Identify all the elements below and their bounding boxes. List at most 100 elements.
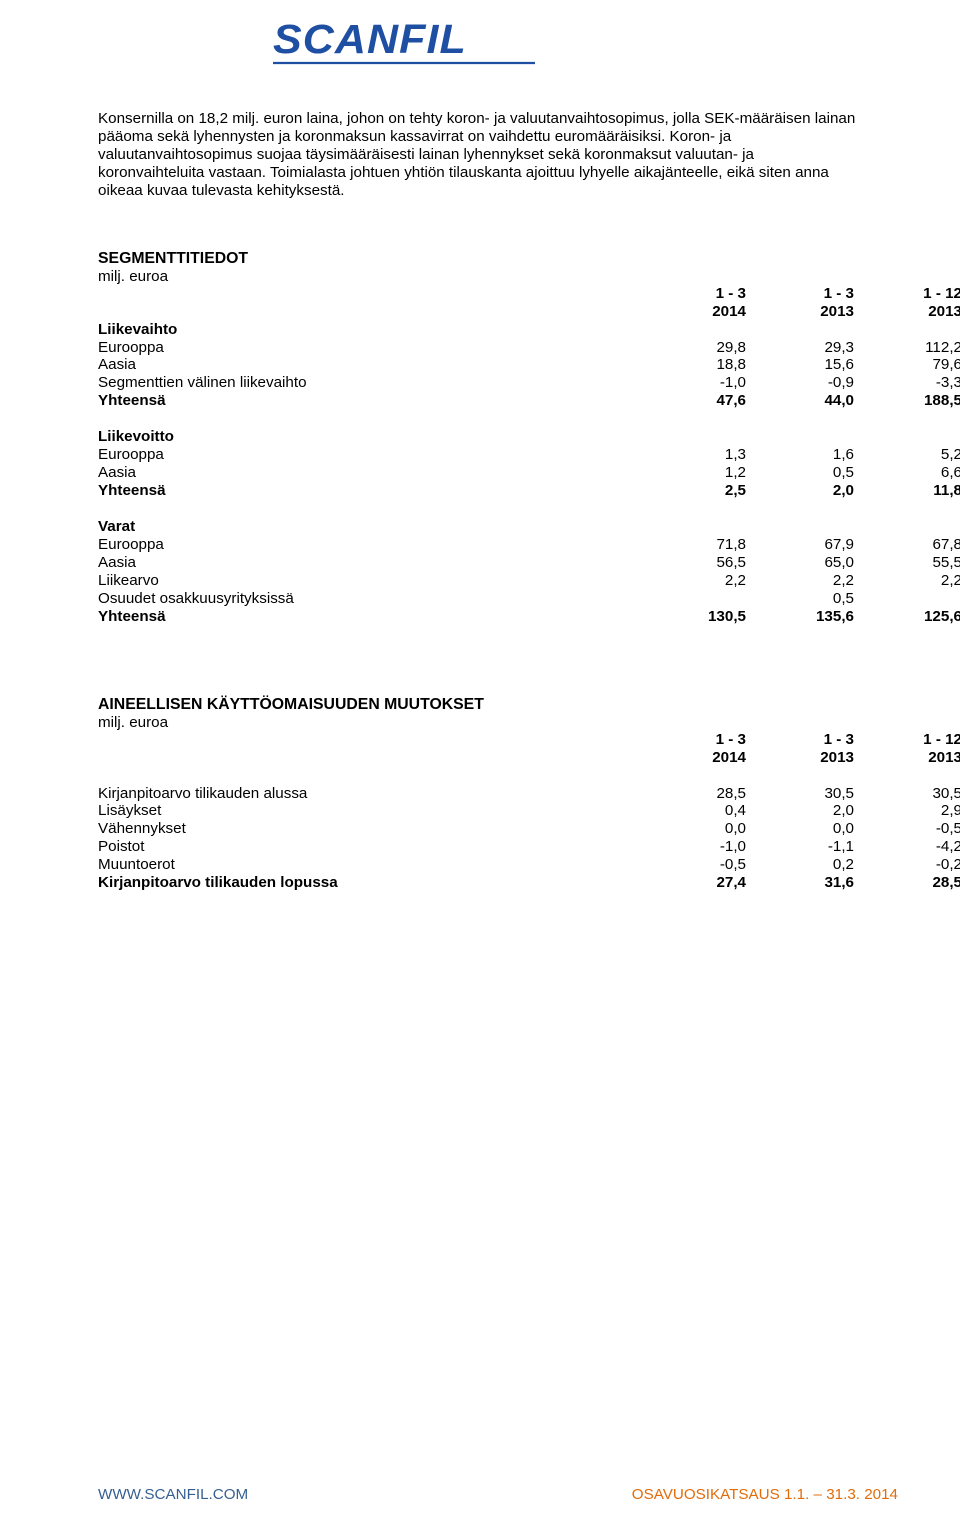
table-cell: 79,6: [854, 356, 960, 374]
table-cell: 2,0: [746, 482, 854, 500]
table-cell: 47,6: [638, 392, 746, 410]
liikevoitto-title: Liikevoitto: [98, 428, 638, 446]
table-cell: 56,5: [638, 554, 746, 572]
table-cell: Yhteensä: [98, 392, 638, 410]
table-cell: Aasia: [98, 464, 638, 482]
table-cell: 30,5: [746, 785, 854, 803]
table-cell: 2,2: [638, 572, 746, 590]
svg-text:SCANFIL: SCANFIL: [273, 18, 467, 62]
table-cell: 135,6: [746, 608, 854, 626]
segment-header-1: 1 - 3: [638, 285, 746, 303]
segment-year-2: 2013: [746, 303, 854, 321]
table-cell: Lisäykset: [98, 802, 638, 820]
table-cell: 0,2: [746, 856, 854, 874]
table-cell: 18,8: [638, 356, 746, 374]
segment-table: 1 - 3 1 - 3 1 - 12 2014 2013 2013 Liikev…: [98, 285, 960, 626]
table-cell: 112,2: [854, 339, 960, 357]
table-cell: Osuudet osakkuusyrityksissä: [98, 590, 638, 608]
table-cell: 67,9: [746, 536, 854, 554]
table-cell: -1,0: [638, 374, 746, 392]
assets-year-3: 2013: [854, 749, 960, 767]
table-cell: 0,4: [638, 802, 746, 820]
assets-year-1: 2014: [638, 749, 746, 767]
table-cell: Liikearvo: [98, 572, 638, 590]
assets-year-2: 2013: [746, 749, 854, 767]
brand-logo: SCANFIL: [273, 18, 960, 70]
table-cell: 28,5: [638, 785, 746, 803]
table-cell: 6,6: [854, 464, 960, 482]
table-cell: 125,6: [854, 608, 960, 626]
table-cell: -0,5: [638, 856, 746, 874]
segment-year-3: 2013: [854, 303, 960, 321]
table-cell: 2,0: [746, 802, 854, 820]
segment-unit: milj. euroa: [98, 268, 960, 285]
table-cell: 0,0: [638, 820, 746, 838]
table-cell: -0,2: [854, 856, 960, 874]
assets-title: AINEELLISEN KÄYTTÖOMAISUUDEN MUUTOKSET: [98, 696, 960, 714]
table-cell: 0,5: [746, 464, 854, 482]
table-cell: Muuntoerot: [98, 856, 638, 874]
segment-year-1: 2014: [638, 303, 746, 321]
assets-unit: milj. euroa: [98, 714, 960, 731]
table-cell: 15,6: [746, 356, 854, 374]
scanfil-logo-icon: SCANFIL: [273, 18, 535, 65]
footer-url: WWW.SCANFIL.COM: [98, 1486, 248, 1503]
intro-paragraph: Konsernilla on 18,2 milj. euron laina, j…: [98, 110, 858, 200]
table-cell: -0,9: [746, 374, 854, 392]
table-cell: Yhteensä: [98, 608, 638, 626]
table-cell: Kirjanpitoarvo tilikauden lopussa: [98, 874, 638, 892]
table-cell: 29,8: [638, 339, 746, 357]
table-cell: 2,2: [854, 572, 960, 590]
table-cell: Vähennykset: [98, 820, 638, 838]
table-cell: 44,0: [746, 392, 854, 410]
table-cell: -1,0: [638, 838, 746, 856]
table-cell: Aasia: [98, 554, 638, 572]
table-cell: Segmenttien välinen liikevaihto: [98, 374, 638, 392]
table-cell: 130,5: [638, 608, 746, 626]
table-cell: 0,0: [746, 820, 854, 838]
assets-table: 1 - 3 1 - 3 1 - 12 2014 2013 2013 Kirjan…: [98, 731, 960, 893]
table-cell: [638, 590, 746, 608]
table-cell: Eurooppa: [98, 536, 638, 554]
table-cell: -0,5: [854, 820, 960, 838]
table-cell: 2,9: [854, 802, 960, 820]
table-cell: 71,8: [638, 536, 746, 554]
table-cell: -3,3: [854, 374, 960, 392]
table-cell: -4,2: [854, 838, 960, 856]
table-cell: 55,5: [854, 554, 960, 572]
table-cell: 31,6: [746, 874, 854, 892]
table-cell: 29,3: [746, 339, 854, 357]
assets-header-2: 1 - 3: [746, 731, 854, 749]
footer-report-title: OSAVUOSIKATSAUS 1.1. – 31.3. 2014: [632, 1486, 898, 1503]
table-cell: 2,5: [638, 482, 746, 500]
varat-title: Varat: [98, 518, 638, 536]
table-cell: 11,8: [854, 482, 960, 500]
table-cell: Yhteensä: [98, 482, 638, 500]
table-cell: Eurooppa: [98, 339, 638, 357]
table-cell: 67,8: [854, 536, 960, 554]
table-cell: 65,0: [746, 554, 854, 572]
segment-title: SEGMENTTITIEDOT: [98, 250, 960, 268]
table-cell: Poistot: [98, 838, 638, 856]
table-cell: 0,5: [746, 590, 854, 608]
segment-header-3: 1 - 12: [854, 285, 960, 303]
table-cell: 1,2: [638, 464, 746, 482]
page-footer: WWW.SCANFIL.COM OSAVUOSIKATSAUS 1.1. – 3…: [98, 1486, 898, 1503]
table-cell: 1,3: [638, 446, 746, 464]
table-cell: 2,2: [746, 572, 854, 590]
table-cell: Aasia: [98, 356, 638, 374]
table-cell: 28,5: [854, 874, 960, 892]
table-cell: Eurooppa: [98, 446, 638, 464]
table-cell: 27,4: [638, 874, 746, 892]
liikevaihto-title: Liikevaihto: [98, 321, 638, 339]
table-cell: 30,5: [854, 785, 960, 803]
assets-header-1: 1 - 3: [638, 731, 746, 749]
table-cell: 188,5: [854, 392, 960, 410]
table-cell: -1,1: [746, 838, 854, 856]
table-cell: Kirjanpitoarvo tilikauden alussa: [98, 785, 638, 803]
table-cell: [854, 590, 960, 608]
segment-header-2: 1 - 3: [746, 285, 854, 303]
table-cell: 5,2: [854, 446, 960, 464]
assets-header-3: 1 - 12: [854, 731, 960, 749]
table-cell: 1,6: [746, 446, 854, 464]
